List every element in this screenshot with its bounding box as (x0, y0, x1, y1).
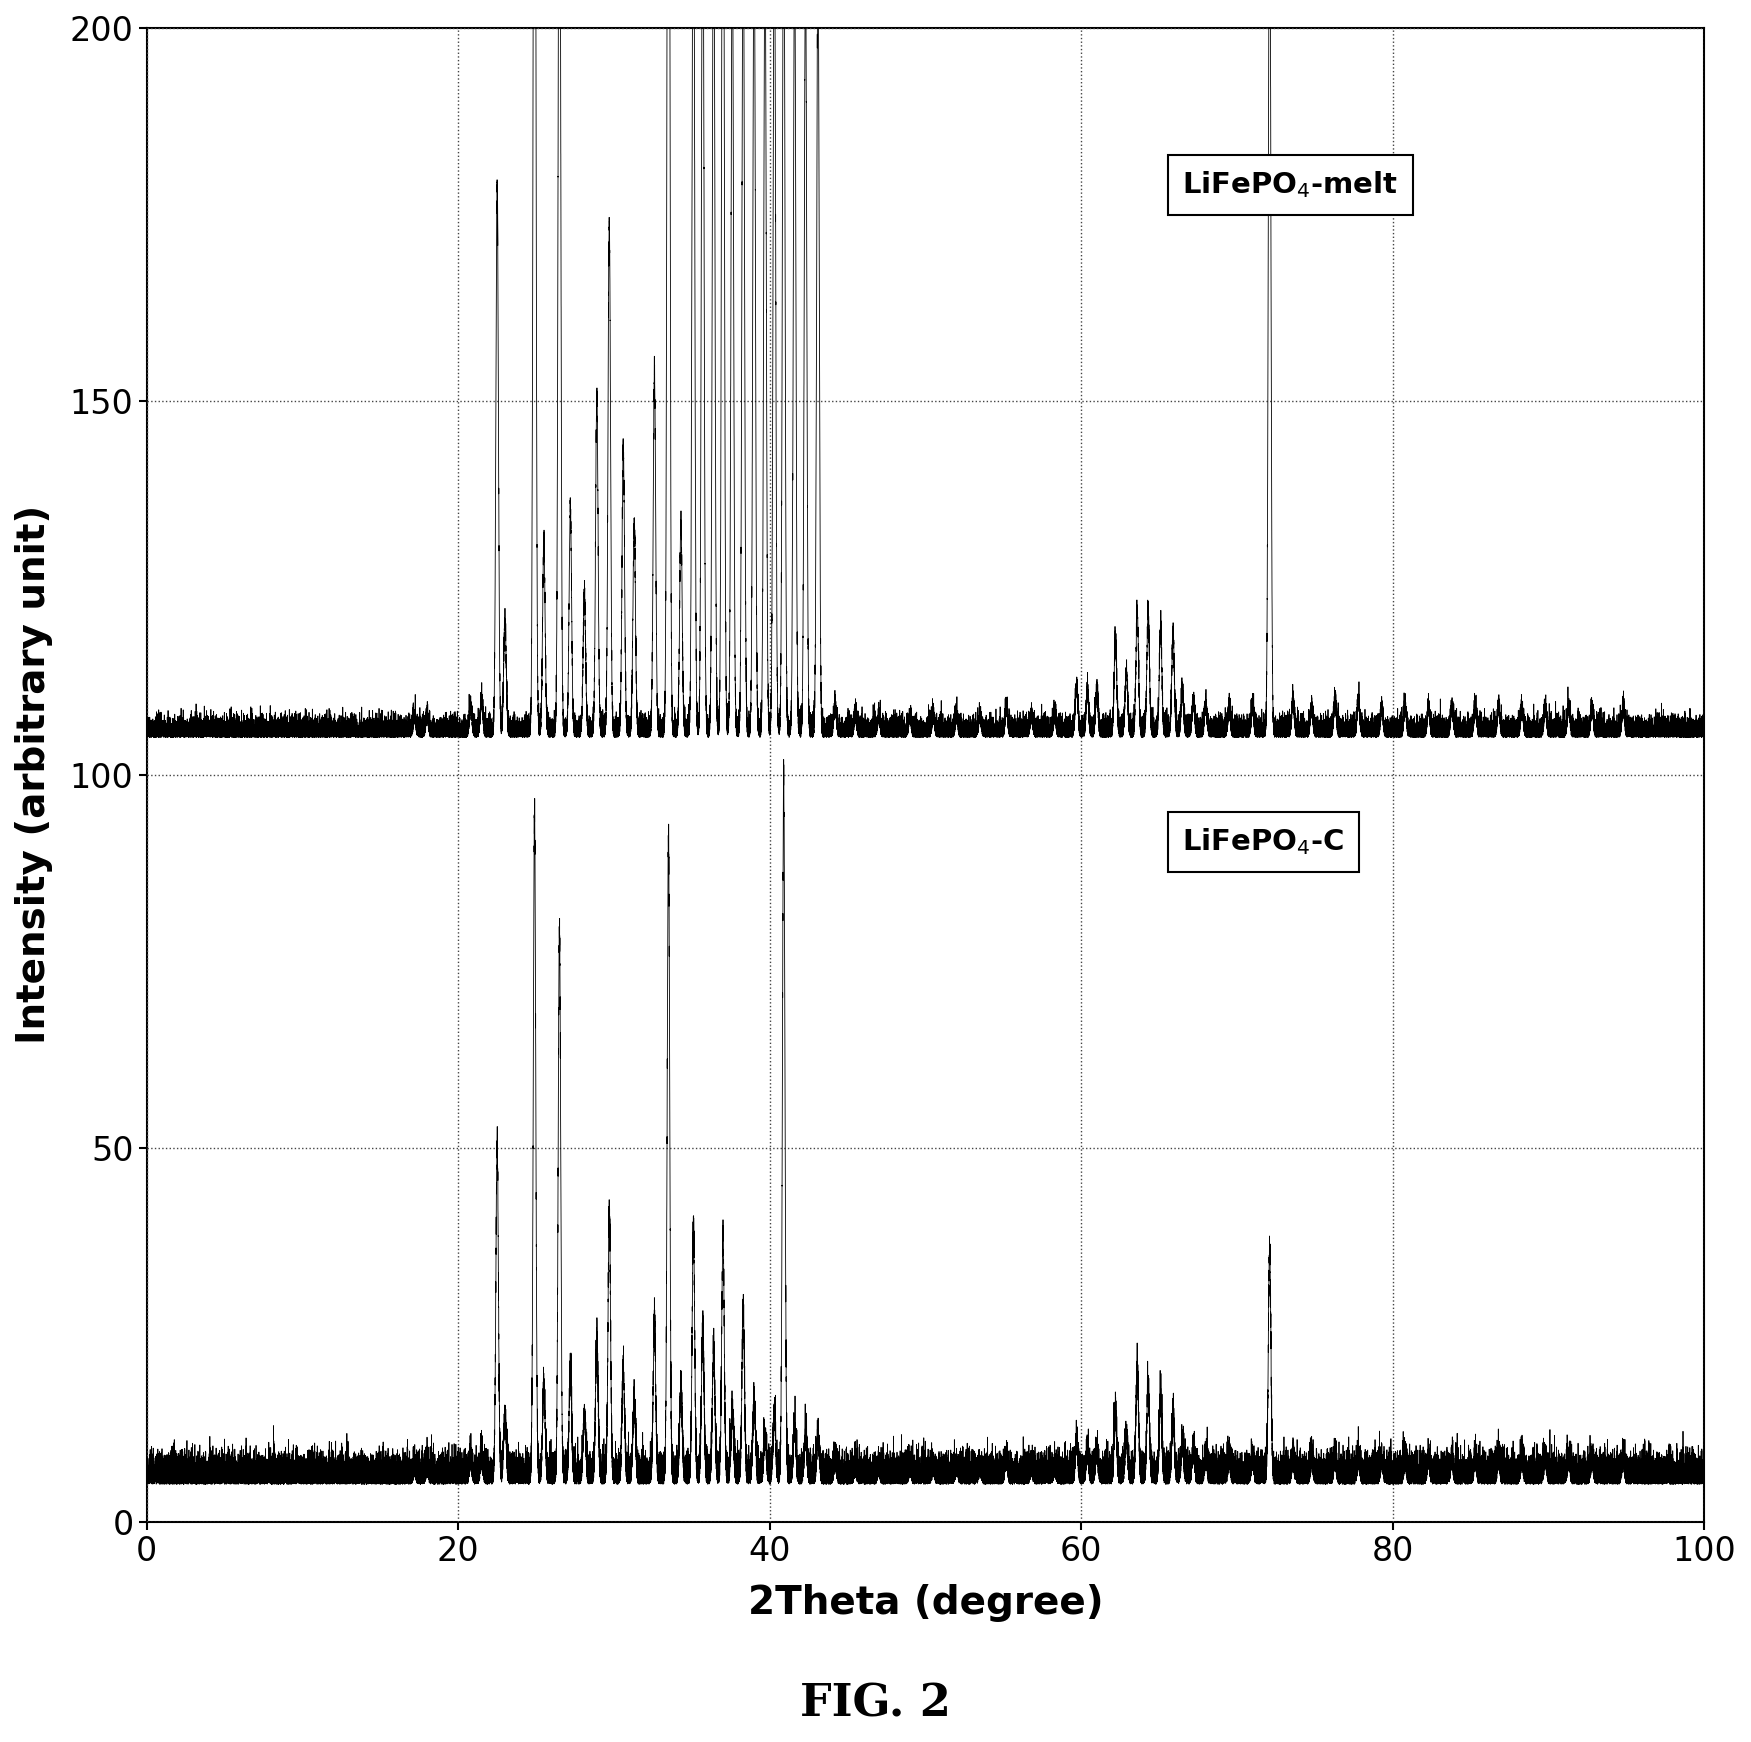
X-axis label: 2Theta (degree): 2Theta (degree) (748, 1585, 1103, 1622)
Text: LiFePO$_4$-melt: LiFePO$_4$-melt (1182, 169, 1397, 200)
Text: FIG. 2: FIG. 2 (800, 1683, 951, 1725)
Y-axis label: Intensity (arbitrary unit): Intensity (arbitrary unit) (16, 505, 53, 1045)
Text: LiFePO$_4$-C: LiFePO$_4$-C (1182, 827, 1345, 857)
